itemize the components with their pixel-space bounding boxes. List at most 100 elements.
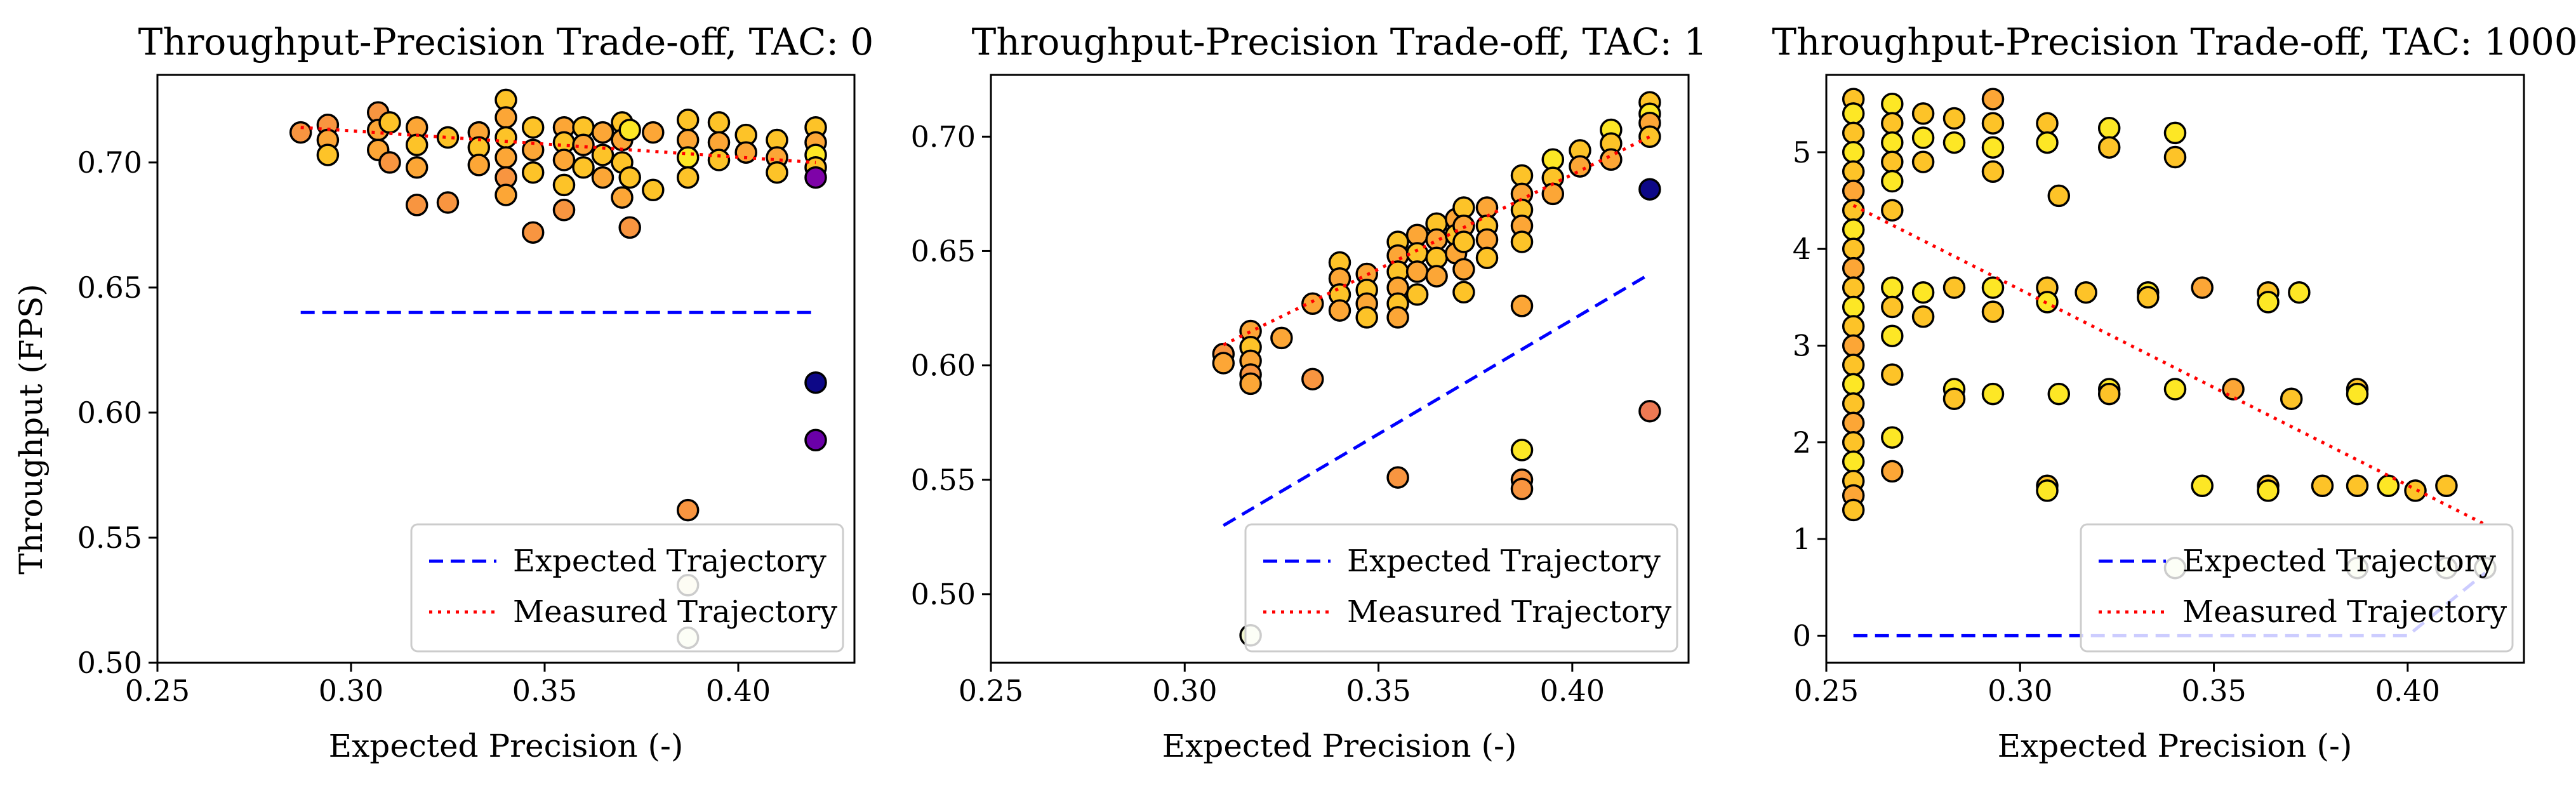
data-point xyxy=(591,121,614,144)
y-axis-label: Throughput (FPS) xyxy=(13,284,50,575)
y-tick-label: 2 xyxy=(1793,425,1811,460)
data-point xyxy=(1842,373,1865,396)
data-point xyxy=(618,216,641,239)
data-point xyxy=(405,133,428,157)
data-point xyxy=(707,111,731,134)
data-point xyxy=(1405,283,1429,306)
data-point xyxy=(467,154,491,176)
expected-trajectory-line xyxy=(1223,272,1651,527)
data-point xyxy=(2047,184,2071,208)
data-point xyxy=(436,191,460,214)
y-tick-label: 0.55 xyxy=(911,463,976,497)
data-point xyxy=(1942,131,1966,154)
data-point xyxy=(1881,150,1904,173)
data-point xyxy=(436,126,460,149)
data-point xyxy=(1842,315,1865,338)
data-point xyxy=(1842,354,1865,376)
data-point xyxy=(1510,477,1534,500)
measured-trajectory-line xyxy=(1852,204,2486,526)
y-tick-label: 0 xyxy=(1793,618,1811,653)
legend-box xyxy=(1244,523,1678,653)
subplot-title: Throughput-Precision Trade-off, TAC: 100… xyxy=(1772,20,2576,63)
data-point xyxy=(2036,112,2059,135)
subplot-tac-0: Throughput-Precision Trade-off, TAC: 0 E… xyxy=(77,20,874,764)
axes-frame xyxy=(1825,74,2525,664)
data-point xyxy=(552,149,576,171)
y-tick-label: 5 xyxy=(1793,135,1811,170)
x-tick-label: 0.25 xyxy=(125,674,190,708)
data-point xyxy=(1425,265,1448,288)
data-point xyxy=(804,429,827,452)
plot-area: 0.25 0.30 0.35 0.40 0 1 2 3 4 5 Expected Trajector… xyxy=(1793,74,2525,708)
data-point xyxy=(2137,286,2160,309)
data-point xyxy=(2346,474,2369,498)
data-point xyxy=(676,166,700,189)
data-point xyxy=(1881,426,1904,449)
data-point xyxy=(1301,368,1324,390)
data-point xyxy=(1452,281,1475,304)
data-point xyxy=(1212,352,1235,375)
y-tick-label: 3 xyxy=(1793,328,1811,362)
data-point xyxy=(405,194,428,216)
data-point xyxy=(734,141,757,164)
y-tick-label: 0.70 xyxy=(911,119,976,154)
data-point xyxy=(1842,237,1865,260)
data-point xyxy=(1386,466,1409,489)
x-tick-label: 0.40 xyxy=(1540,674,1605,708)
y-tick-label: 0.65 xyxy=(77,270,142,305)
data-point xyxy=(766,161,788,184)
data-point xyxy=(1355,306,1378,329)
data-point xyxy=(1510,439,1534,462)
data-point xyxy=(1842,411,1865,435)
subplot-title: Throughput-Precision Trade-off, TAC: 1 xyxy=(972,20,1708,63)
data-point xyxy=(1942,387,1966,410)
x-tick-label: 0.25 xyxy=(959,674,1023,708)
data-point xyxy=(495,126,517,149)
data-point xyxy=(1842,218,1865,241)
data-point xyxy=(2191,276,2214,299)
data-point xyxy=(1881,131,1904,154)
data-point xyxy=(1881,460,1904,483)
legend: Expected Trajectory Measured Trajectory xyxy=(1244,523,1678,653)
data-point xyxy=(378,111,401,134)
data-point xyxy=(2257,479,2280,502)
y-tick-label: 0.60 xyxy=(911,349,976,383)
data-point xyxy=(2280,387,2303,410)
data-point xyxy=(495,146,517,169)
data-point xyxy=(2036,479,2059,502)
data-point xyxy=(1842,392,1865,415)
data-point xyxy=(591,166,614,189)
expected-trajectory-line xyxy=(1853,571,2486,637)
legend-label: Expected Trajectory xyxy=(2182,543,2496,579)
data-point xyxy=(2047,382,2071,406)
data-point xyxy=(1600,148,1623,171)
data-point xyxy=(591,143,614,166)
data-point xyxy=(2404,479,2427,502)
measured-trajectory-line xyxy=(300,126,816,164)
data-point xyxy=(642,121,665,144)
x-tick-label: 0.40 xyxy=(706,674,771,708)
data-point xyxy=(1981,136,2005,159)
data-point xyxy=(707,149,731,171)
data-point xyxy=(1981,276,2005,299)
data-point xyxy=(2377,474,2400,498)
data-point xyxy=(676,109,700,131)
data-point xyxy=(1386,306,1409,329)
data-point xyxy=(1942,107,1966,130)
data-point xyxy=(1475,246,1499,269)
data-point xyxy=(2163,378,2187,401)
data-point xyxy=(611,186,634,209)
data-point xyxy=(1301,292,1324,316)
data-point xyxy=(1881,295,1904,319)
data-point xyxy=(405,156,428,179)
data-point xyxy=(1842,121,1865,145)
data-point xyxy=(2097,136,2121,159)
x-tick-label: 0.35 xyxy=(2181,674,2246,708)
x-tick-label: 0.35 xyxy=(512,674,577,708)
legend-label: Expected Trajectory xyxy=(1347,543,1661,579)
plot-marks xyxy=(1842,88,2497,637)
data-point xyxy=(2163,121,2187,145)
data-point xyxy=(2097,382,2121,406)
data-point xyxy=(2311,474,2334,498)
